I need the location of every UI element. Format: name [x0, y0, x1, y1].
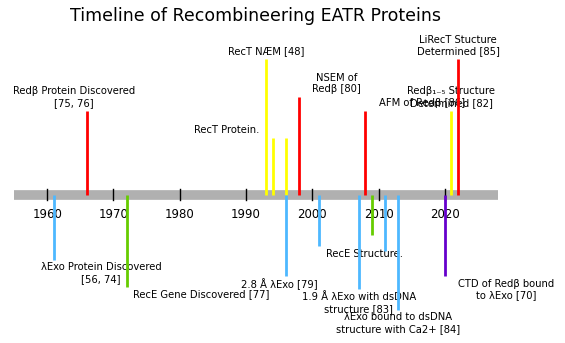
Text: 2000: 2000 — [297, 208, 327, 221]
Text: λExo Protein Discovered
[56, 74]: λExo Protein Discovered [56, 74] — [41, 262, 162, 284]
Text: RecE Structure.: RecE Structure. — [325, 249, 402, 259]
Text: NSEM of
Redβ [80]: NSEM of Redβ [80] — [312, 73, 361, 94]
Text: RecT NÆM [48]: RecT NÆM [48] — [228, 46, 304, 57]
Text: 1970: 1970 — [98, 208, 128, 221]
Text: λExo bound to dsDNA
structure with Ca2+ [84]: λExo bound to dsDNA structure with Ca2+ … — [336, 312, 460, 334]
Text: 1960: 1960 — [32, 208, 62, 221]
Text: RecE Gene Discovered [77]: RecE Gene Discovered [77] — [133, 289, 270, 299]
Text: 1.9 Å λExo with dsDNA
structure [83]: 1.9 Å λExo with dsDNA structure [83] — [302, 292, 416, 314]
Text: 2020: 2020 — [430, 208, 460, 221]
Text: CTD of Redβ bound
to λExo [70]: CTD of Redβ bound to λExo [70] — [458, 279, 554, 300]
Text: Redβ₁₋₅ Structure
Determined [82]: Redβ₁₋₅ Structure Determined [82] — [407, 86, 496, 108]
Title: Timeline of Recombineering EATR Proteins: Timeline of Recombineering EATR Proteins — [71, 7, 441, 25]
Text: 2010: 2010 — [364, 208, 393, 221]
Text: 1990: 1990 — [231, 208, 261, 221]
Text: 1980: 1980 — [165, 208, 194, 221]
Text: AFM of Redβ [86]: AFM of Redβ [86] — [379, 98, 464, 108]
Text: RecT Protein.: RecT Protein. — [194, 125, 259, 135]
Text: Redβ Protein Discovered
[75, 76]: Redβ Protein Discovered [75, 76] — [12, 86, 135, 108]
Text: LiRecT Stucture
Determined [85]: LiRecT Stucture Determined [85] — [416, 35, 499, 57]
Text: 2.8 Å λExo [79]: 2.8 Å λExo [79] — [241, 279, 318, 291]
